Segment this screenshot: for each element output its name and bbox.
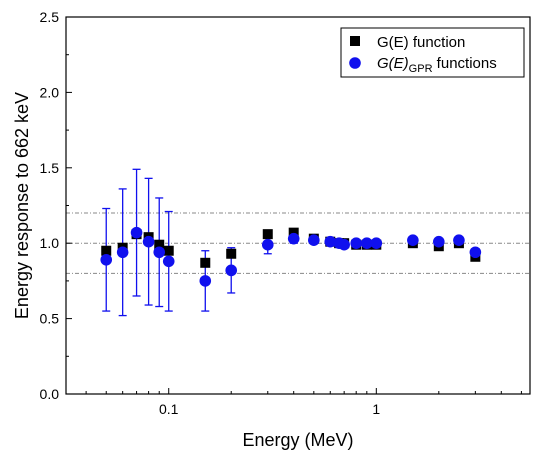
circle-marker [142,235,155,248]
x-tick-label: 0.1 [159,401,179,417]
circle-marker [100,253,113,266]
legend-square-marker [350,36,360,46]
y-axis-title: Energy response to 662 keV [12,92,32,319]
y-tick-label: 1.0 [40,235,60,251]
legend-label-g-e-gpr-subscript: GPR [409,63,433,75]
circle-marker [361,237,373,249]
y-tick-label: 2.0 [40,84,60,100]
y-tick-label: 1.5 [40,160,60,176]
square-marker [154,239,165,250]
circle-marker [469,246,482,259]
legend-label-g-e-gpr-suffix: functions [433,55,497,72]
legend-label-g-e-function: G(E) function [377,34,465,51]
circle-marker [407,234,419,246]
legend-label-g-e-gpr-functions: G(E)GPR functions [377,55,497,75]
y-tick-label: 2.5 [40,9,60,25]
square-marker [262,229,273,240]
y-tick-label: 0.5 [40,311,60,327]
axis-ticks [66,16,522,395]
square-marker [101,245,112,256]
axis-tick-labels: 0.0 0.5 1.0 1.5 2.0 2.5 0.1 1 [40,9,381,417]
square-marker [200,257,211,268]
circle-marker [225,264,238,277]
x-axis-title: Energy (MeV) [242,430,353,450]
square-marker [226,248,237,259]
legend-circle-marker [349,57,361,69]
circle-marker [287,232,300,245]
circle-marker [261,238,274,251]
circle-marker [308,234,320,246]
circle-marker [433,235,445,248]
circle-marker [324,235,337,248]
circle-marker [162,255,175,268]
circle-marker [370,237,383,249]
circle-marker [453,234,465,246]
circle-marker [130,226,143,239]
reference-lines [66,212,530,274]
x-tick-label: 1 [372,401,380,417]
data-markers [100,226,482,287]
square-marker [288,227,299,238]
y-tick-label: 0.0 [40,386,60,402]
circle-marker [116,246,129,259]
circle-marker [350,237,362,249]
circle-marker [338,238,350,251]
square-marker [163,245,174,256]
circle-marker [199,275,212,287]
legend-label-g-e-gpr-main: G(E) [377,55,409,72]
legend-frame [340,27,525,78]
legend: G(E) function G(E)GPR functions [340,27,525,78]
circle-marker [153,246,166,259]
